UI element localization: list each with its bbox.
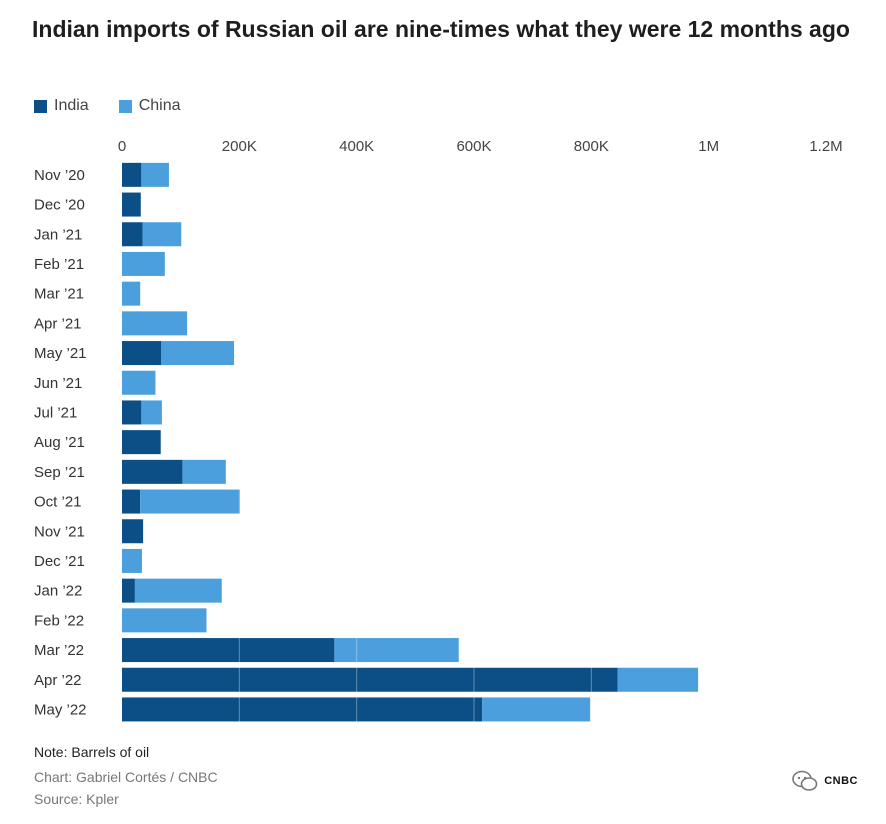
- bar-segment-china: [142, 222, 182, 247]
- legend-item-china: China: [118, 97, 181, 115]
- bar-chart: 0 200K 400K 600K 800K 1M 1.2M Nov ’20 Dec ’20 Jan…: [34, 138, 843, 725]
- y-category-label: Sep ’21: [34, 464, 85, 481]
- bar-segment-india: [122, 459, 183, 484]
- x-tick-label: 1.2M: [809, 138, 842, 155]
- y-category-label: May ’22: [34, 701, 87, 718]
- y-category-label: Dec ’21: [34, 553, 85, 570]
- x-tick-label: 600K: [456, 138, 491, 155]
- x-tick-label: 400K: [339, 138, 374, 155]
- bar-segment-india: [122, 192, 141, 217]
- bar-segment-china: [122, 311, 188, 336]
- y-category-label: Nov ’20: [34, 167, 85, 184]
- x-tick-label: 200K: [222, 138, 257, 155]
- wechat-icon: [792, 770, 818, 791]
- bar-segment-india: [122, 400, 142, 425]
- bar-segment-china: [122, 281, 141, 306]
- y-category-label: Feb ’21: [34, 256, 84, 273]
- bar-segment-india: [122, 222, 143, 247]
- y-category-label: Jul ’21: [34, 404, 77, 421]
- bar-segment-china: [122, 251, 165, 276]
- legend-swatch-china: [118, 99, 132, 113]
- y-category-label: Feb ’22: [34, 612, 84, 629]
- bar-segment-china: [122, 608, 207, 633]
- y-category-label: Aug ’21: [34, 434, 85, 451]
- bar-segment-china: [141, 162, 169, 187]
- chart-credit: Chart: Gabriel Cortés / CNBC: [34, 769, 218, 785]
- bar-segment-india: [122, 697, 483, 722]
- bar-segment-india: [122, 667, 618, 692]
- y-category-label: Apr ’21: [34, 315, 82, 332]
- bar-segment-china: [122, 370, 156, 395]
- y-category-label: Dec ’20: [34, 197, 85, 214]
- bar-segment-india: [122, 489, 141, 514]
- y-category-label: Oct ’21: [34, 494, 82, 511]
- bar-segment-india: [122, 162, 142, 187]
- chart-source: Source: Kpler: [34, 791, 119, 807]
- y-category-label: Apr ’22: [34, 672, 82, 689]
- x-tick-label: 1M: [698, 138, 719, 155]
- x-tick-label: 0: [118, 138, 126, 155]
- bar-segment-china: [122, 548, 142, 573]
- bar-segment-india: [122, 519, 144, 544]
- bar-segment-china: [141, 400, 162, 425]
- bar-segment-india: [122, 430, 161, 455]
- chart-note: Note: Barrels of oil: [34, 744, 150, 760]
- legend-item-india: India: [34, 97, 89, 115]
- bar-segment-india: [122, 341, 162, 366]
- y-category-label: Nov ’21: [34, 523, 85, 540]
- bar-segment-india: [122, 638, 335, 663]
- bar-segment-china: [134, 578, 222, 603]
- chart-title: Indian imports of Russian oil are nine-t…: [32, 16, 850, 42]
- y-category-label: Jan ’22: [34, 583, 82, 600]
- cnbc-logo: CNBC: [824, 775, 858, 787]
- watermark: CNBC: [792, 770, 858, 792]
- bar-segment-china: [334, 638, 459, 663]
- legend: India China: [34, 97, 211, 115]
- legend-swatch-india: [34, 99, 47, 113]
- legend-label-china: China: [138, 97, 181, 114]
- y-category-label: Mar ’21: [34, 286, 84, 303]
- y-category-label: May ’21: [34, 345, 87, 362]
- legend-label-india: India: [54, 97, 89, 114]
- y-category-label: Jun ’21: [34, 375, 82, 392]
- bar-segment-china: [617, 667, 699, 692]
- bar-segment-india: [122, 578, 135, 603]
- x-tick-label: 800K: [574, 138, 609, 155]
- y-category-label: Jan ’21: [34, 226, 82, 243]
- y-category-label: Mar ’22: [34, 642, 84, 659]
- bar-segment-china: [161, 341, 235, 366]
- bar-segment-china: [182, 459, 226, 484]
- bar-segment-china: [482, 697, 591, 722]
- bar-segment-china: [140, 489, 240, 514]
